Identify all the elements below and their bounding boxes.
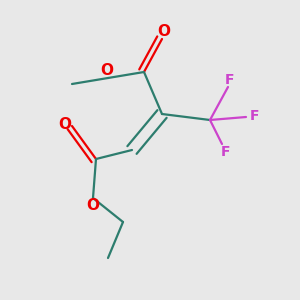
Text: O: O xyxy=(100,63,113,78)
Text: O: O xyxy=(157,24,170,39)
Text: F: F xyxy=(225,73,234,86)
Text: F: F xyxy=(220,145,230,158)
Text: F: F xyxy=(250,109,259,122)
Text: O: O xyxy=(58,117,71,132)
Text: O: O xyxy=(86,198,100,213)
